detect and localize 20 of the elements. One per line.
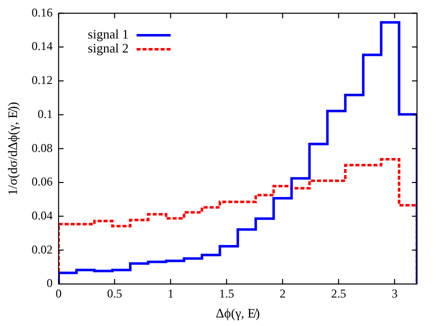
legend-label: signal 2 xyxy=(88,40,129,56)
y-tick-label: 0 xyxy=(46,276,53,290)
y-tick-label: 0.14 xyxy=(32,39,53,54)
x-axis-title: Δϕ(γ, E̸) xyxy=(216,306,260,321)
y-axis-title: 1/σ(dσ/dΔϕ(γ, E̸)) xyxy=(5,102,20,196)
x-tick-label: 2.5 xyxy=(331,286,346,300)
x-tick-label: 0 xyxy=(56,286,62,300)
y-tick-label: 0.04 xyxy=(32,208,53,222)
y-tick-label: 0.08 xyxy=(32,140,53,155)
y-tick-label: 0.06 xyxy=(32,174,53,189)
y-tick-label: 0.02 xyxy=(32,242,53,256)
y-tick-label: 0.12 xyxy=(32,73,53,88)
x-tick-label: 3 xyxy=(392,286,398,300)
x-tick-label: 1.5 xyxy=(219,286,234,300)
x-tick-label: 1 xyxy=(168,286,174,300)
y-tick-label: 0.16 xyxy=(32,5,53,20)
x-tick-label: 2 xyxy=(280,286,286,300)
legend-label: signal 1 xyxy=(88,26,129,42)
y-tick-label: 0.1 xyxy=(38,106,53,121)
x-tick-label: 0.5 xyxy=(107,286,122,300)
